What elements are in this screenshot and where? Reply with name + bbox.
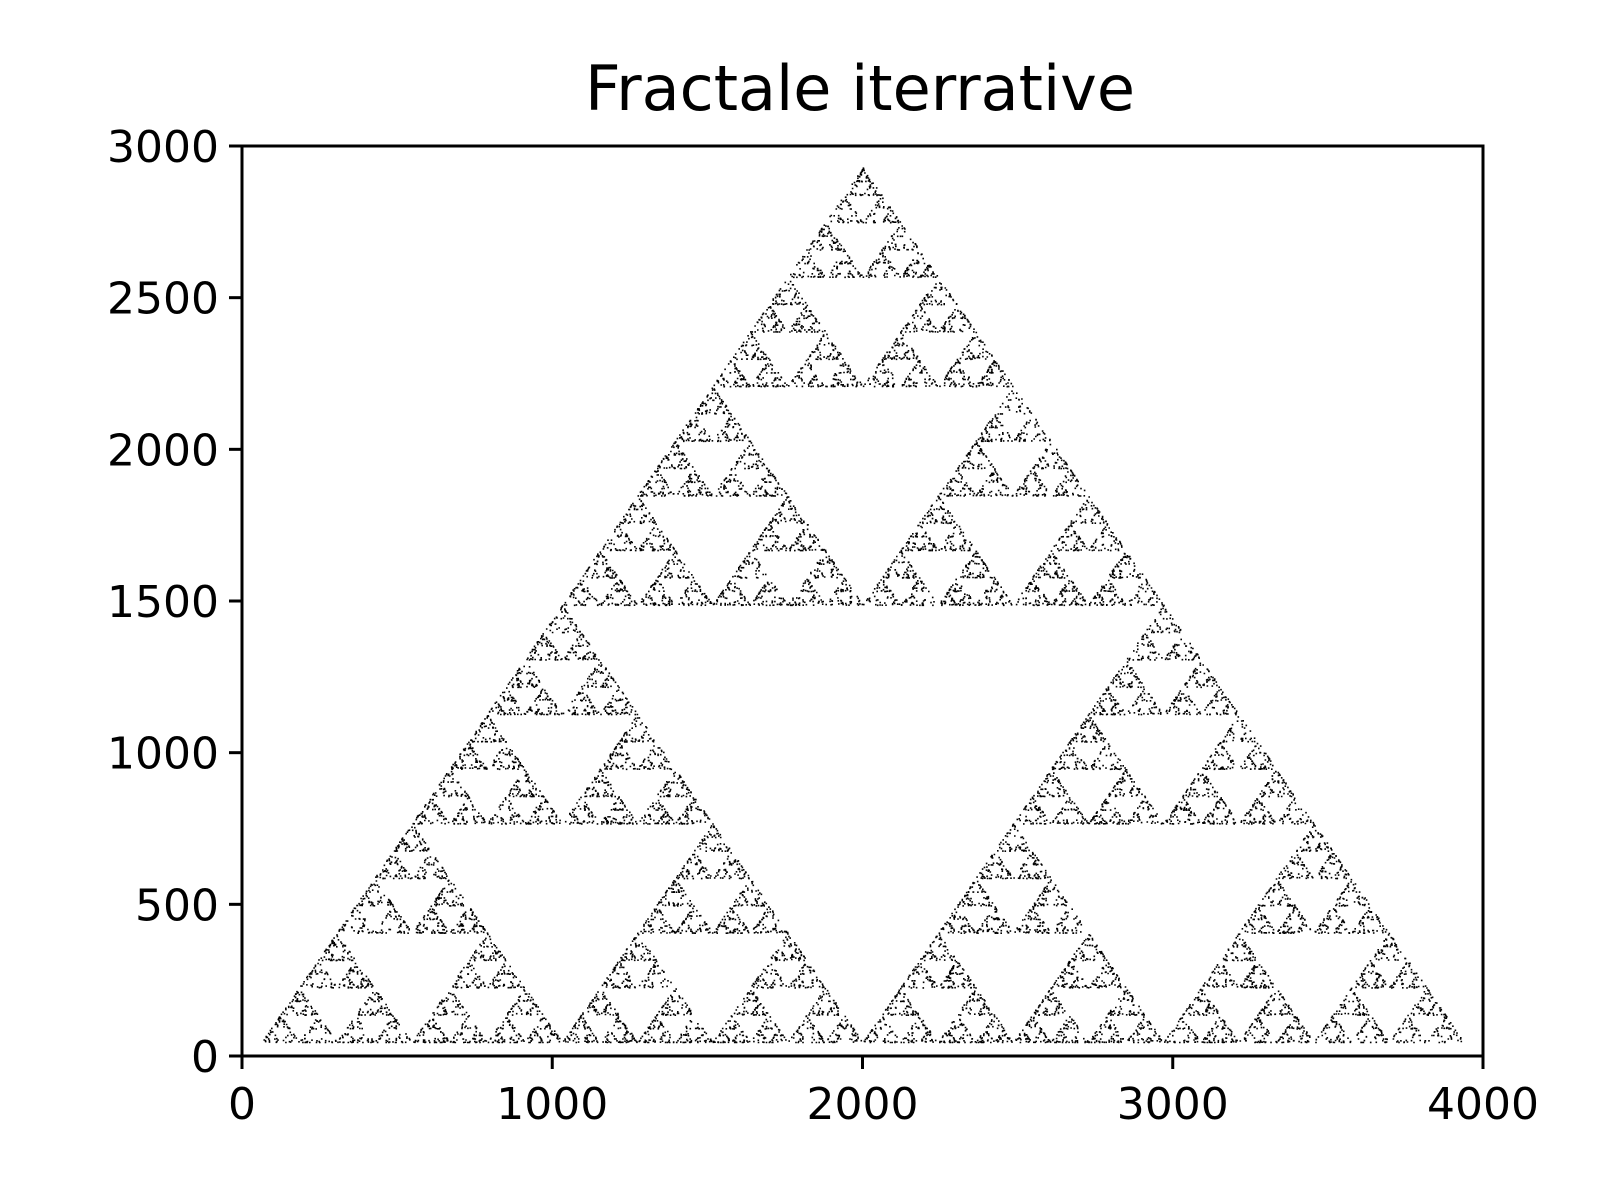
y-tick-label-5: 2500 [107, 274, 219, 325]
fractal-points [263, 167, 1463, 1044]
y-axis: 0 500 1000 1500 2000 2500 3000 [107, 122, 242, 1083]
y-tick-label-0: 0 [191, 1032, 219, 1083]
x-tick-label-3: 3000 [1117, 1079, 1229, 1130]
plot-frame [240, 144, 1485, 1058]
x-axis: 0 1000 2000 3000 4000 [228, 1056, 1539, 1130]
x-tick-label-1: 1000 [496, 1079, 608, 1130]
x-tick-label-4: 4000 [1427, 1079, 1539, 1130]
y-tick-label-2: 1000 [107, 729, 219, 780]
y-tick-label-1: 500 [135, 880, 219, 931]
x-tick-label-2: 2000 [807, 1079, 919, 1130]
y-tick-label-3: 1500 [107, 577, 219, 628]
fractal-point-cloud [263, 167, 1463, 1044]
y-tick-label-6: 3000 [107, 122, 219, 173]
x-tick-label-0: 0 [228, 1079, 256, 1130]
y-tick-label-4: 2000 [107, 425, 219, 476]
chart-title: Fractale iterrative [585, 52, 1135, 125]
